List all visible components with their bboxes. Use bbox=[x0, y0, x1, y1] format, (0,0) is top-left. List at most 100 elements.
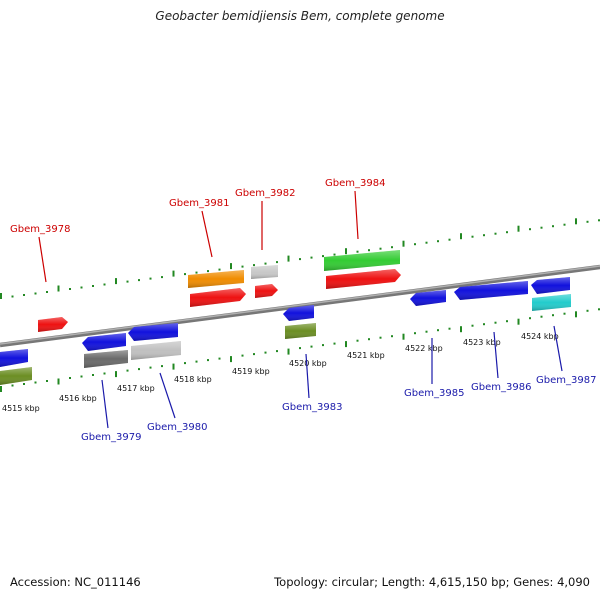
minor-tick bbox=[126, 280, 129, 283]
major-tick bbox=[0, 293, 2, 299]
minor-tick bbox=[161, 365, 163, 368]
feature-shade bbox=[454, 281, 528, 300]
minor-tick bbox=[34, 381, 37, 384]
gene-label-3982[interactable]: Gbem_3982 bbox=[235, 188, 295, 199]
feature-shade bbox=[0, 367, 32, 385]
minor-tick bbox=[494, 232, 497, 235]
minor-tick bbox=[471, 235, 474, 238]
callout-line-3981 bbox=[201, 210, 213, 258]
feature-shade bbox=[324, 250, 400, 271]
minor-tick bbox=[138, 368, 140, 371]
gene-label-3987[interactable]: Gbem_3987 bbox=[536, 375, 596, 386]
minor-tick bbox=[207, 270, 209, 273]
feature-shade bbox=[326, 269, 401, 289]
minor-tick bbox=[69, 377, 71, 379]
forward-labels: Gbem_3978 Gbem_3981 Gbem_3982 Gbem_3984 bbox=[10, 178, 385, 235]
minor-tick bbox=[299, 347, 301, 350]
minor-tick bbox=[437, 329, 439, 332]
feature-shade bbox=[82, 333, 126, 351]
minor-tick bbox=[103, 283, 106, 286]
minor-tick bbox=[195, 271, 198, 274]
minor-tick bbox=[437, 240, 439, 243]
minor-tick bbox=[264, 262, 267, 265]
major-tick bbox=[345, 341, 347, 348]
minor-tick bbox=[333, 253, 336, 256]
minor-tick bbox=[46, 380, 48, 382]
minor-tick bbox=[69, 288, 71, 290]
minor-tick bbox=[126, 369, 129, 372]
scale-tick-label: 4521 kbp bbox=[347, 351, 385, 360]
scale-tick-label: 4522 kbp bbox=[405, 344, 443, 353]
major-tick bbox=[517, 318, 520, 325]
gene-label-3979[interactable]: Gbem_3979 bbox=[81, 432, 141, 443]
minor-tick bbox=[23, 383, 25, 385]
gene-label-3985[interactable]: Gbem_3985 bbox=[404, 388, 464, 399]
minor-tick bbox=[184, 362, 186, 365]
minor-tick bbox=[218, 268, 221, 271]
minor-tick bbox=[218, 357, 221, 360]
minor-tick bbox=[241, 265, 244, 268]
minor-tick bbox=[506, 320, 508, 323]
scale-tick-label: 4516 kbp bbox=[59, 394, 97, 403]
minor-tick bbox=[80, 286, 83, 289]
feature-shade bbox=[38, 317, 68, 332]
minor-tick bbox=[529, 228, 531, 231]
feature-shade bbox=[251, 265, 278, 279]
feature-shading bbox=[0, 250, 571, 385]
minor-tick bbox=[184, 273, 186, 276]
feature-shade bbox=[190, 288, 246, 307]
gene-label-3984[interactable]: Gbem_3984 bbox=[325, 178, 385, 189]
minor-tick bbox=[425, 241, 428, 244]
minor-tick bbox=[414, 243, 416, 246]
major-tick bbox=[172, 363, 175, 370]
minor-tick bbox=[356, 250, 359, 253]
gene-label-3978[interactable]: Gbem_3978 bbox=[10, 224, 70, 235]
minor-tick bbox=[149, 366, 152, 369]
feature-shade bbox=[285, 323, 316, 339]
major-tick bbox=[115, 278, 117, 285]
major-tick bbox=[287, 348, 290, 355]
minor-tick bbox=[276, 350, 278, 353]
minor-tick bbox=[379, 336, 382, 339]
minor-tick bbox=[103, 372, 106, 375]
minor-tick bbox=[368, 338, 370, 341]
major-tick bbox=[57, 285, 60, 292]
minor-tick bbox=[598, 219, 600, 222]
minor-tick bbox=[356, 339, 359, 342]
gene-label-3986[interactable]: Gbem_3986 bbox=[471, 382, 531, 393]
forward-callouts bbox=[38, 190, 359, 283]
major-tick bbox=[575, 218, 577, 225]
minor-tick bbox=[414, 332, 416, 335]
major-tick bbox=[0, 386, 2, 392]
feature-shade bbox=[188, 270, 244, 288]
gene-label-3980[interactable]: Gbem_3980 bbox=[147, 422, 207, 433]
gene-label-3981[interactable]: Gbem_3981 bbox=[169, 198, 229, 209]
minor-tick bbox=[207, 359, 209, 362]
minor-tick bbox=[540, 315, 543, 318]
reverse-tick-track bbox=[0, 308, 600, 392]
major-tick bbox=[460, 326, 462, 333]
minor-tick bbox=[563, 312, 566, 315]
minor-tick bbox=[241, 354, 244, 357]
gene-label-3983[interactable]: Gbem_3983 bbox=[282, 402, 342, 413]
minor-tick bbox=[310, 345, 313, 348]
minor-tick bbox=[598, 308, 600, 311]
minor-tick bbox=[540, 226, 543, 229]
forward-tick-track bbox=[0, 218, 600, 299]
feature-shade bbox=[84, 350, 128, 368]
feature-shade bbox=[128, 323, 178, 341]
minor-tick bbox=[506, 231, 508, 234]
minor-tick bbox=[11, 295, 14, 298]
minor-tick bbox=[391, 335, 393, 338]
minor-tick bbox=[494, 321, 497, 324]
scale-tick-label: 4517 kbp bbox=[117, 384, 155, 393]
callout-line-3978 bbox=[38, 236, 47, 283]
callout-line-3986 bbox=[493, 331, 499, 379]
minor-tick bbox=[379, 247, 382, 250]
feature-shade bbox=[532, 294, 571, 311]
minor-tick bbox=[391, 246, 393, 249]
minor-tick bbox=[448, 238, 451, 241]
callout-line-3983 bbox=[305, 353, 310, 399]
minor-tick bbox=[253, 353, 255, 356]
